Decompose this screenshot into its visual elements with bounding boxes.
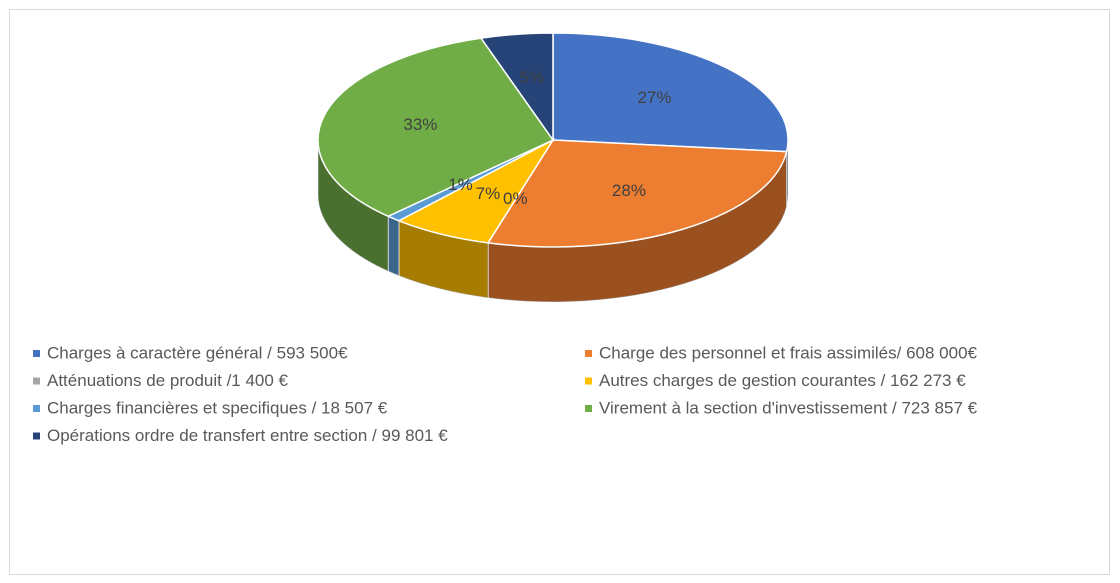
legend-swatch bbox=[33, 405, 40, 412]
data-label: 7% bbox=[476, 184, 501, 203]
legend-label: Virement à la section d'investissement /… bbox=[599, 398, 978, 417]
data-label: 0% bbox=[503, 189, 528, 208]
legend-label: Atténuations de produit /1 400 € bbox=[47, 371, 289, 390]
legend-swatch bbox=[33, 432, 40, 440]
slice-side-shade bbox=[488, 151, 787, 302]
legend-label: Opérations ordre de transfert entre sect… bbox=[47, 426, 448, 445]
legend-label: Charges à caractère général / 593 500€ bbox=[47, 343, 348, 362]
data-label: 1% bbox=[448, 175, 473, 194]
data-label: 5% bbox=[520, 68, 545, 87]
slice-side-shade bbox=[318, 140, 389, 272]
slice bbox=[486, 139, 788, 248]
slice bbox=[552, 32, 789, 153]
legend-label: Charges financières et specifiques / 18 … bbox=[47, 398, 388, 417]
legend-swatch bbox=[585, 405, 592, 412]
slice bbox=[317, 37, 555, 218]
legend-swatch bbox=[33, 377, 40, 385]
slice bbox=[479, 32, 554, 143]
legend-swatch bbox=[33, 350, 40, 357]
data-label: 33% bbox=[403, 115, 437, 134]
data-label: 27% bbox=[637, 88, 671, 107]
legend-swatch bbox=[585, 377, 592, 385]
slice-side-shade bbox=[388, 216, 399, 276]
legend-swatch bbox=[585, 350, 592, 357]
slice bbox=[397, 138, 556, 244]
data-label: 28% bbox=[612, 181, 646, 200]
legend-label: Autres charges de gestion courantes / 16… bbox=[599, 371, 966, 390]
legend-label: Charge des personnel et frais assimilés/… bbox=[599, 343, 978, 362]
